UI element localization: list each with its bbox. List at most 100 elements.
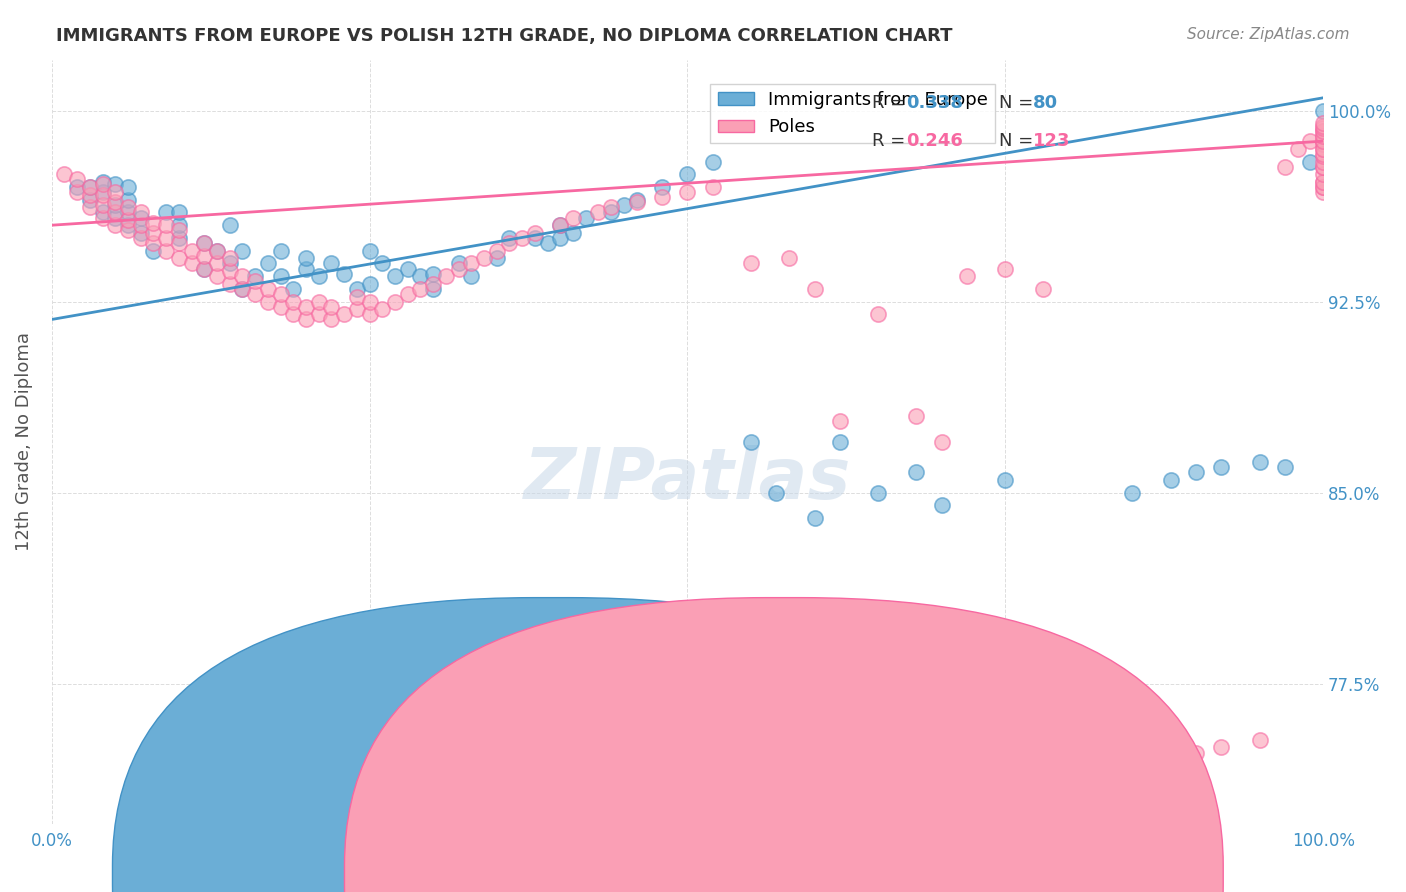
Poles [1312, 160, 1334, 174]
Poles [91, 198, 114, 212]
Poles [1312, 167, 1334, 181]
Poles [1312, 124, 1334, 138]
Poles [79, 187, 101, 202]
Poles [79, 180, 101, 194]
Immigrants from Europe [243, 269, 266, 284]
Poles [180, 244, 202, 258]
Poles [1312, 136, 1334, 151]
Poles [1160, 753, 1182, 767]
Poles [243, 274, 266, 288]
Poles [308, 307, 330, 321]
Immigrants from Europe [218, 256, 240, 270]
Immigrants from Europe [1185, 466, 1208, 480]
Immigrants from Europe [129, 226, 152, 240]
Immigrants from Europe [1299, 154, 1322, 169]
Immigrants from Europe [117, 218, 139, 232]
Poles [498, 235, 520, 250]
Poles [485, 244, 508, 258]
Immigrants from Europe [104, 178, 127, 192]
Poles [409, 282, 432, 296]
Poles [346, 289, 368, 303]
Immigrants from Europe [308, 269, 330, 284]
Poles [472, 252, 495, 266]
Poles [1312, 180, 1334, 194]
Poles [167, 235, 190, 250]
Immigrants from Europe [828, 434, 851, 449]
Immigrants from Europe [447, 256, 470, 270]
Poles [104, 185, 127, 199]
Text: ZIPatlas: ZIPatlas [524, 445, 851, 515]
Poles [231, 269, 253, 284]
Immigrants from Europe [396, 261, 419, 276]
Poles [550, 218, 572, 232]
Poles [1312, 160, 1334, 174]
Poles [994, 261, 1017, 276]
Text: R =: R = [872, 132, 911, 150]
Poles [1312, 124, 1334, 138]
Poles [1032, 282, 1054, 296]
Immigrants from Europe [295, 252, 318, 266]
Poles [283, 307, 305, 321]
Poles [321, 300, 343, 314]
Text: 80: 80 [1033, 94, 1059, 112]
Poles [180, 256, 202, 270]
Poles [346, 302, 368, 317]
Poles [931, 434, 953, 449]
Text: N =: N = [998, 132, 1039, 150]
Poles [193, 249, 215, 263]
Immigrants from Europe [562, 226, 585, 240]
Poles [205, 244, 228, 258]
Immigrants from Europe [91, 175, 114, 189]
Immigrants from Europe [66, 180, 89, 194]
Immigrants from Europe [359, 277, 381, 291]
Immigrants from Europe [931, 499, 953, 513]
Poles [651, 190, 673, 204]
Poles [1312, 116, 1334, 130]
Text: N =: N = [998, 94, 1039, 112]
Immigrants from Europe [104, 198, 127, 212]
Poles [218, 264, 240, 278]
Poles [1211, 740, 1233, 755]
Poles [117, 213, 139, 227]
Poles [1312, 129, 1334, 144]
Poles [422, 277, 444, 291]
Poles [231, 282, 253, 296]
Poles [91, 178, 114, 192]
Poles [53, 167, 76, 181]
Poles [1312, 134, 1334, 148]
Poles [1185, 746, 1208, 760]
Immigrants from Europe [1312, 103, 1334, 118]
Poles [257, 294, 280, 309]
Poles [905, 409, 928, 424]
Poles [308, 294, 330, 309]
Poles [1312, 142, 1334, 156]
Poles [155, 218, 177, 232]
Legend: Immigrants from Europe, Poles: Immigrants from Europe, Poles [710, 84, 995, 144]
Poles [396, 287, 419, 301]
Poles [1312, 146, 1334, 161]
Immigrants from Europe [651, 180, 673, 194]
Poles [243, 287, 266, 301]
Immigrants from Europe [868, 485, 890, 500]
Poles [91, 187, 114, 202]
Immigrants from Europe [167, 205, 190, 219]
Immigrants from Europe [702, 154, 724, 169]
Immigrants from Europe [333, 267, 356, 281]
Poles [104, 205, 127, 219]
Poles [142, 226, 165, 240]
Poles [434, 269, 457, 284]
Immigrants from Europe [1274, 460, 1296, 475]
Text: 0.246: 0.246 [905, 132, 963, 150]
Poles [104, 195, 127, 210]
Immigrants from Europe [231, 282, 253, 296]
Immigrants from Europe [104, 211, 127, 225]
Poles [1312, 180, 1334, 194]
Poles [295, 312, 318, 326]
Immigrants from Europe [167, 218, 190, 232]
Immigrants from Europe [550, 218, 572, 232]
Text: Source: ZipAtlas.com: Source: ZipAtlas.com [1187, 27, 1350, 42]
Immigrants from Europe [270, 269, 292, 284]
Poles [167, 252, 190, 266]
Poles [66, 172, 89, 186]
Poles [1121, 740, 1143, 755]
